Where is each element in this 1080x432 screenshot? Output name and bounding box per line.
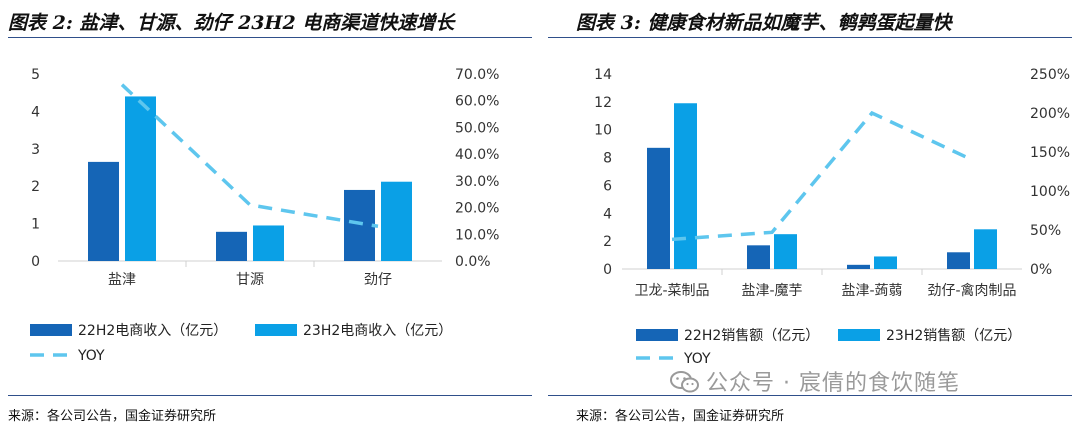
left-combo-chart: 0123450.0%10.0%20.0%30.0%40.0%50.0%60.0%… <box>30 67 499 364</box>
right-category-label: 劲仔-禽肉制品 <box>927 282 1016 299</box>
left-bar-series2 <box>381 181 412 261</box>
left-category-label: 盐津 <box>108 272 136 288</box>
right-legend-label-series1: 22H2销售额（亿元） <box>684 328 819 344</box>
left-legend-label-yoy: YOY <box>77 348 105 364</box>
right-combo-chart: 0 2 4 6 8 10 12 14 0% 50% 100% 150% 200% 250% 卫龙-菜制品 盐津… <box>594 67 1070 367</box>
right-y-tick-label: 4 <box>603 206 612 222</box>
right-y2-tick-label: 250% <box>1030 67 1070 83</box>
right-y-tick-label: 2 <box>603 234 612 250</box>
left-bar-series1 <box>344 189 375 261</box>
right-category-label: 盐津-蒟蒻 <box>841 283 902 299</box>
watermark-text: 公众号 · 宸倩的食饮随笔 <box>706 371 960 396</box>
right-legend-swatch-series1 <box>636 329 678 341</box>
right-legend-label-yoy: YOY <box>683 351 711 367</box>
right-y2-tick-label: 0% <box>1030 262 1052 278</box>
left-category-label: 甘源 <box>236 272 264 288</box>
left-y2-tick-label: 20.0% <box>455 201 499 217</box>
left-y-tick-label: 2 <box>31 179 40 195</box>
right-legend-swatch-series2 <box>838 329 880 341</box>
left-y2-tick-label: 70.0% <box>455 67 499 83</box>
left-bottom-rule <box>8 395 532 396</box>
right-y-tick-label: 10 <box>594 123 612 139</box>
right-y2-tick-label: 150% <box>1030 145 1070 161</box>
right-y-tick-label: 8 <box>603 151 612 167</box>
watermark: 公众号 · 宸倩的食饮随笔 <box>670 365 960 397</box>
right-y2-tick-label: 200% <box>1030 106 1070 122</box>
left-bar-series1 <box>216 231 247 261</box>
left-bar-series2 <box>253 225 284 261</box>
left-source-note: 来源：各公司公告，国金证券研究所 <box>8 409 217 424</box>
left-y-tick-label: 1 <box>31 217 40 233</box>
right-y-tick-label: 12 <box>594 95 612 111</box>
left-y-tick-label: 0 <box>31 254 40 270</box>
left-legend-swatch-series2 <box>255 324 297 336</box>
right-bar-series1 <box>847 264 870 269</box>
left-y2-tick-label: 40.0% <box>455 147 499 163</box>
left-category-label: 劲仔 <box>364 272 392 288</box>
right-y-tick-label: 0 <box>603 262 612 278</box>
right-y-tick-label: 14 <box>594 67 612 83</box>
right-title-rule <box>548 37 1072 38</box>
right-category-label: 卫龙-菜制品 <box>634 283 709 299</box>
right-bar-series2 <box>774 234 797 269</box>
left-y2-tick-label: 10.0% <box>455 227 499 243</box>
left-y2-tick-label: 50.0% <box>455 120 499 136</box>
left-y2-tick-label: 0.0% <box>455 254 491 270</box>
right-bar-series2 <box>974 229 997 269</box>
left-legend-label-series2: 23H2电商收入（亿元） <box>303 323 452 339</box>
left-y-tick-label: 5 <box>31 67 40 83</box>
right-y2-tick-label: 100% <box>1030 184 1070 200</box>
left-legend-swatch-series1 <box>30 324 72 336</box>
left-legend-label-series1: 22H2电商收入（亿元） <box>78 323 227 339</box>
right-bar-series2 <box>874 256 897 269</box>
right-yoy-line <box>671 110 973 242</box>
right-figure-title: 图表 3: 健康食材新品如魔芋、鹌鹑蛋起量快 <box>576 12 952 34</box>
right-y2-tick-label: 50% <box>1030 223 1061 239</box>
left-bar-series2 <box>125 96 156 261</box>
left-yoy-line <box>120 83 379 228</box>
left-figure-title: 图表 2: 盐津、甘源、劲仔 23H2 电商渠道快速增长 <box>8 12 455 34</box>
left-y2-tick-label: 60.0% <box>455 94 499 110</box>
right-bar-series2 <box>674 103 697 269</box>
right-category-label: 盐津-魔芋 <box>741 283 802 299</box>
left-y-tick-label: 3 <box>31 142 40 158</box>
wechat-icon <box>670 371 699 393</box>
left-y2-tick-label: 30.0% <box>455 174 499 190</box>
left-figure-panel: 图表 2: 盐津、甘源、劲仔 23H2 电商渠道快速增长 0 1 2 3 4 5 0.0% 1… <box>8 12 532 424</box>
left-bar-series1 <box>88 161 119 261</box>
right-bottom-rule <box>548 395 1072 396</box>
right-bar-series1 <box>747 245 770 269</box>
right-source-note: 来源：各公司公告，国金证券研究所 <box>576 409 785 424</box>
left-title-rule <box>8 37 532 38</box>
left-y-tick-label: 4 <box>31 104 40 120</box>
right-legend-label-series2: 23H2销售额（亿元） <box>886 328 1021 344</box>
right-bar-series1 <box>947 252 970 269</box>
right-figure-panel: 图表 3: 健康食材新品如魔芋、鹌鹑蛋起量快 0 2 4 6 8 10 12 14 0% 50% 1… <box>540 0 1080 432</box>
right-y-tick-label: 6 <box>603 178 612 194</box>
right-bar-series1 <box>647 147 670 269</box>
